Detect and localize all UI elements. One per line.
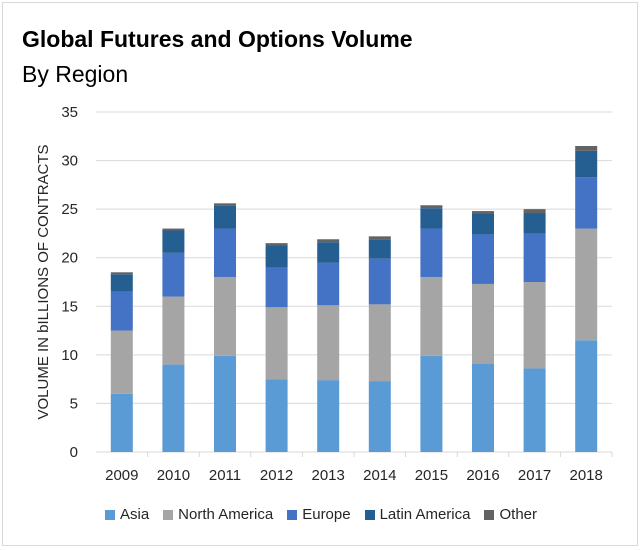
legend-swatch (163, 509, 174, 520)
bar-segment-asia (317, 380, 340, 452)
bar-segment-europe (162, 252, 185, 297)
bar-segment-latin-america (317, 242, 340, 263)
y-tick-label: 25 (61, 201, 78, 218)
x-tick-label: 2017 (518, 467, 551, 484)
legend-swatch (364, 509, 375, 520)
bar-segment-other (317, 239, 340, 243)
bar-segment-north-america (214, 277, 236, 356)
legend-item: North America (163, 506, 273, 523)
chart-title: Global Futures and Options Volume (22, 26, 413, 52)
bar-segment-latin-america (368, 239, 391, 259)
bar-segment-other (110, 272, 133, 275)
legend-item: Latin America (364, 506, 471, 523)
bar-segment-north-america (523, 282, 546, 369)
bar-segment-other (523, 209, 546, 214)
bar-segment-latin-america (162, 230, 185, 253)
bar-segment-other (162, 228, 185, 231)
y-tick-label: 10 (61, 347, 78, 364)
legend-swatch (104, 509, 115, 520)
bar-segment-latin-america (472, 214, 494, 235)
bar-segment-asia (368, 381, 391, 452)
bar-segment-europe (214, 228, 236, 278)
y-tick-label: 35 (61, 104, 78, 121)
bar-segment-asia (110, 393, 133, 452)
bar-segment-asia (162, 364, 185, 452)
bar-segment-latin-america (420, 208, 443, 229)
legend-item: Europe (287, 506, 351, 523)
bar-segment-europe (368, 258, 391, 305)
y-tick-label: 0 (70, 444, 78, 461)
bar-segment-north-america (317, 305, 340, 381)
bar-segment-latin-america (265, 245, 288, 268)
legend-swatch (484, 509, 495, 520)
bar-segment-europe (523, 233, 546, 282)
bar-segment-other (575, 146, 598, 151)
chart-frame (2, 2, 638, 546)
y-tick-label: 15 (61, 298, 78, 315)
y-tick-label: 20 (61, 250, 78, 267)
bar-segment-north-america (110, 330, 133, 394)
legend-item: Asia (104, 506, 150, 523)
legend-item: Other (484, 506, 537, 523)
x-tick-label: 2018 (570, 467, 603, 484)
bar-segment-europe (420, 228, 443, 278)
x-tick-label: 2011 (209, 467, 241, 484)
bar-segment-latin-america (214, 205, 236, 229)
bar-segment-latin-america (523, 213, 546, 234)
y-axis-label: VOLUME IN bILLIONS OF CONTRACTS (35, 144, 52, 419)
x-tick-label: 2010 (157, 467, 190, 484)
bar-segment-north-america (162, 296, 185, 365)
bar-segment-europe (110, 291, 133, 331)
bar-segment-europe (575, 177, 598, 229)
bar-segment-north-america (368, 304, 391, 382)
bar-segment-north-america (420, 277, 443, 356)
bar-segment-latin-america (575, 150, 598, 178)
x-tick-label: 2016 (466, 467, 499, 484)
x-tick-label: 2012 (260, 467, 293, 484)
bar-segment-asia (214, 355, 236, 452)
bar-segment-other (472, 211, 494, 214)
bar-segment-other (420, 205, 443, 209)
bar-segment-other (265, 243, 288, 246)
x-tick-label: 2013 (312, 467, 345, 484)
bar-segment-north-america (472, 283, 494, 364)
bar-segment-europe (317, 262, 340, 306)
legend-label: Other (499, 506, 537, 523)
bar-segment-asia (575, 340, 598, 452)
chart-subtitle: By Region (22, 61, 129, 87)
y-tick-label: 5 (70, 395, 78, 412)
bar-segment-latin-america (110, 274, 133, 292)
legend-label: Europe (302, 506, 351, 523)
bar-segment-asia (420, 355, 443, 452)
bar-segment-europe (265, 267, 288, 308)
legend-label: North America (178, 506, 274, 523)
x-tick-label: 2009 (105, 467, 138, 484)
legend-label: Asia (119, 506, 150, 523)
bar-segment-asia (472, 363, 494, 452)
legend-swatch (287, 509, 298, 520)
x-tick-label: 2014 (363, 467, 396, 484)
y-tick-label: 30 (61, 153, 78, 170)
chart-legend: Asia North America Europe Latin America Othe… (0, 506, 642, 523)
legend-label: Latin America (379, 506, 471, 523)
bar-segment-north-america (265, 307, 288, 380)
bar-segment-asia (523, 368, 546, 452)
bar-segment-asia (265, 379, 288, 452)
bar-segment-north-america (575, 228, 598, 341)
bar-segment-europe (472, 234, 494, 284)
x-tick-label: 2015 (415, 467, 448, 484)
bar-segment-other (368, 236, 391, 240)
bar-segment-other (214, 203, 236, 206)
